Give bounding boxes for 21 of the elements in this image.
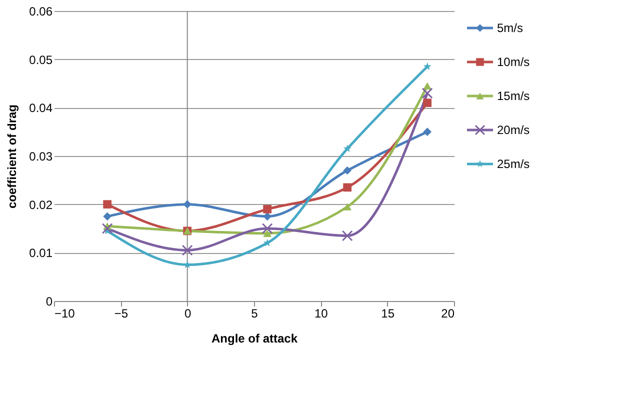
y-tick-label: 0.03 [29,150,53,164]
x-tick-label: 0 [184,306,192,320]
x-tick-label: 5 [251,306,258,320]
legend-label: 25m/s [497,157,530,171]
y-tick-label: 0 [46,294,53,308]
legend-label: 5m/s [497,21,524,35]
y-tick-label: 0.01 [29,246,53,260]
y-tick-label: 0.06 [29,4,53,18]
legend-label: 20m/s [497,123,530,137]
legend-label: 10m/s [497,55,530,69]
x-tick-label: 20 [441,306,455,320]
x-tick-label: −5 [114,306,128,320]
x-tick-label: 10 [314,306,328,320]
x-tick-label: 15 [381,306,395,320]
x-tick-label: −10 [54,306,76,320]
legend-label: 15m/s [497,89,530,103]
y-tick-label: 0.02 [29,198,53,212]
x-axis-title: Angle of attack [211,332,298,346]
y-axis-title: coefficient of drag [5,104,20,209]
y-tick-label: 0.04 [29,101,53,116]
y-tick-label: 0.05 [29,52,53,67]
